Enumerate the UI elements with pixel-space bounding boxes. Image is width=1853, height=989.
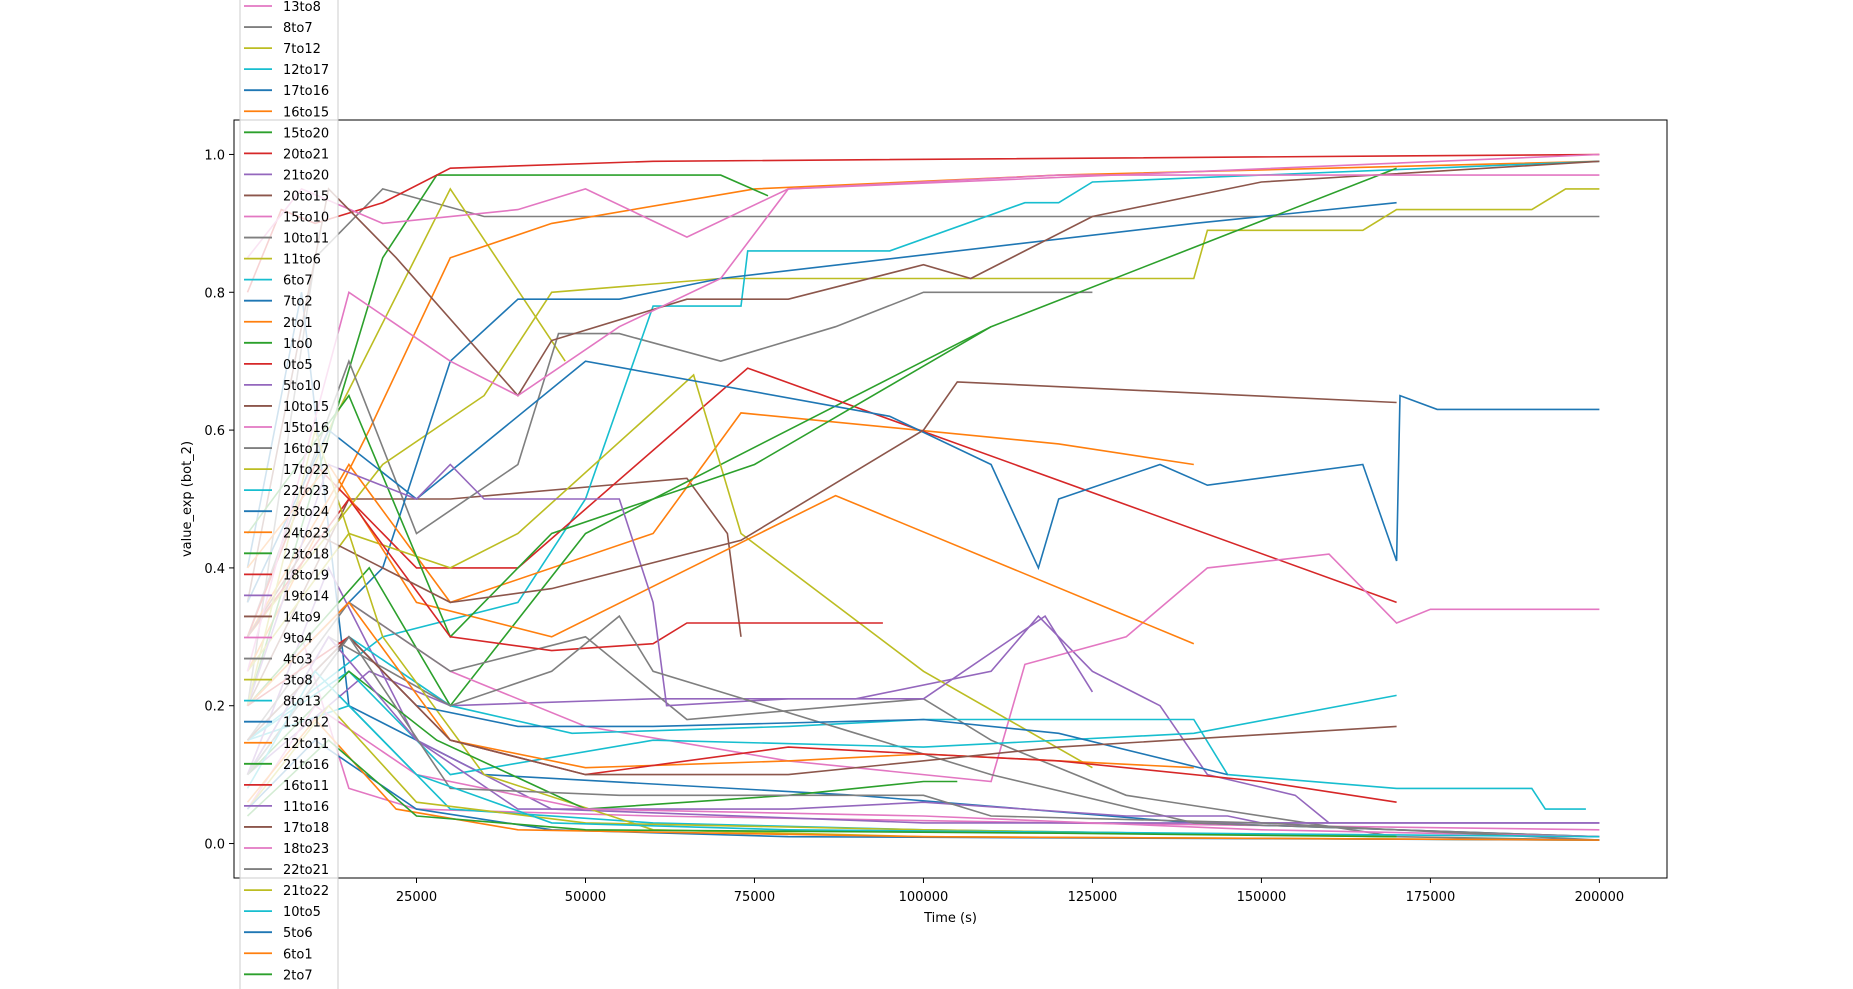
x-tick-label: 50000: [565, 890, 606, 905]
x-axis-label: Time (s): [923, 911, 977, 926]
legend-entry-17to18: 17to18: [283, 821, 329, 836]
legend-entry-15to20: 15to20: [283, 126, 329, 141]
series-line-23to24: [246, 360, 1600, 603]
x-tick-label: 125000: [1068, 890, 1118, 905]
legend-entry-21to16: 21to16: [283, 758, 329, 773]
series-line-11to6: [246, 188, 1600, 638]
legend-entry-10to11: 10to11: [283, 232, 329, 247]
legend-entry-18to23: 18to23: [283, 842, 329, 857]
legend-entry-14to9: 14to9: [283, 610, 321, 625]
y-tick-label: 0.4: [204, 562, 225, 577]
y-tick-label: 0.6: [204, 424, 225, 439]
series-line-23to18: [246, 167, 1397, 639]
legend-entry-2to1: 2to1: [283, 316, 313, 331]
legend-entry-7to12: 7to12: [283, 42, 321, 57]
legend-entry-10to5: 10to5: [283, 905, 321, 920]
legend-entry-12to17: 12to17: [283, 63, 329, 78]
y-tick-label: 1.0: [204, 148, 225, 163]
legend-entry-22to21: 22to21: [283, 863, 329, 878]
y-tick-label: 0.0: [204, 838, 225, 853]
plot-frame: [233, 119, 1668, 879]
series-line-22to21: [246, 635, 1600, 841]
x-tick-label: 75000: [734, 890, 775, 905]
x-tick-label: 150000: [1237, 890, 1287, 905]
legend-entry-17to22: 17to22: [283, 463, 329, 478]
legend-entry-15to10: 15to10: [283, 211, 329, 226]
legend-entry-19to14: 19to14: [283, 589, 329, 604]
legend-entry-11to6: 11to6: [283, 253, 321, 268]
legend-entry-21to22: 21to22: [283, 884, 329, 899]
legend-entry-4to3: 4to3: [283, 653, 313, 668]
x-tick-label: 25000: [396, 890, 437, 905]
series-line-16to17: [246, 601, 1600, 841]
series-line-9to4: [246, 174, 1600, 672]
series-line-7to2: [246, 201, 1397, 707]
axes-layer: 25000 50000 75000 100000 125000 150000 175000 2…: [204, 148, 1624, 905]
legend-entry-22to23: 22to23: [283, 484, 329, 499]
legend-entry-16to11: 16to11: [283, 779, 329, 794]
x-tick-label: 200000: [1575, 890, 1625, 905]
legend-entry-10to15: 10to15: [283, 400, 329, 415]
y-tick-label: 0.8: [204, 286, 225, 301]
y-tick-label: 0.2: [204, 700, 225, 715]
x-tick-label: 175000: [1406, 890, 1456, 905]
legend-entry-0to5: 0to5: [283, 358, 313, 373]
legend: 13to8 8to7 7to12 12to17 17to16 16to15 15to20 20…: [239, 0, 339, 989]
legend-entry-12to11: 12to11: [283, 737, 329, 752]
series-line-11to16: [246, 635, 1600, 824]
legend-entry-20to21: 20to21: [283, 147, 329, 162]
legend-entry-5to10: 5to10: [283, 379, 321, 394]
legend-entry-13to8: 13to8: [283, 0, 321, 15]
series-line-6to7: [247, 160, 1600, 741]
legend-entry-7to2: 7to2: [283, 295, 313, 310]
legend-entry-23to24: 23to24: [283, 505, 329, 520]
legend-entry-11to16: 11to16: [283, 800, 329, 815]
legend-entry-23to18: 23to18: [283, 547, 329, 562]
legend-entry-16to15: 16to15: [283, 105, 329, 120]
legend-entry-3to8: 3to8: [283, 674, 313, 689]
series-line-19to14: [246, 463, 1094, 707]
series-line-22to23: [246, 635, 1586, 810]
series-line-18to19: [246, 497, 883, 652]
legend-box: [239, 0, 339, 989]
legend-entry-13to12: 13to12: [283, 716, 329, 731]
legend-entry-1to0: 1to0: [283, 337, 313, 352]
legend-entry-20to15: 20to15: [283, 189, 329, 204]
series-line-10to15: [246, 160, 1600, 603]
legend-entry-6to1: 6to1: [283, 947, 313, 962]
series-line-4to3: [246, 614, 1600, 838]
legend-entry-6to7: 6to7: [283, 274, 313, 289]
legend-entry-21to20: 21to20: [283, 168, 329, 183]
legend-entry-24to23: 24to23: [283, 526, 329, 541]
plot-area: [233, 119, 1668, 879]
y-axis-label: value_exp (bot_2): [180, 441, 195, 557]
legend-entry-8to13: 8to13: [283, 695, 321, 710]
legend-entry-5to6: 5to6: [283, 926, 313, 941]
series-line-2to1: [246, 412, 1194, 638]
legend-entry-2to7: 2to7: [283, 968, 313, 983]
legend-entry-9to4: 9to4: [283, 632, 313, 647]
legend-entry-15to16: 15to16: [283, 421, 329, 436]
x-tick-label: 100000: [899, 890, 949, 905]
legend-entry-8to7: 8to7: [283, 21, 313, 36]
legend-entry-17to16: 17to16: [283, 84, 329, 99]
legend-entry-16to17: 16to17: [283, 442, 329, 457]
legend-entry-18to19: 18to19: [283, 568, 329, 583]
series-line-10to11: [246, 291, 1093, 638]
series-line-17to22: [246, 373, 1093, 769]
